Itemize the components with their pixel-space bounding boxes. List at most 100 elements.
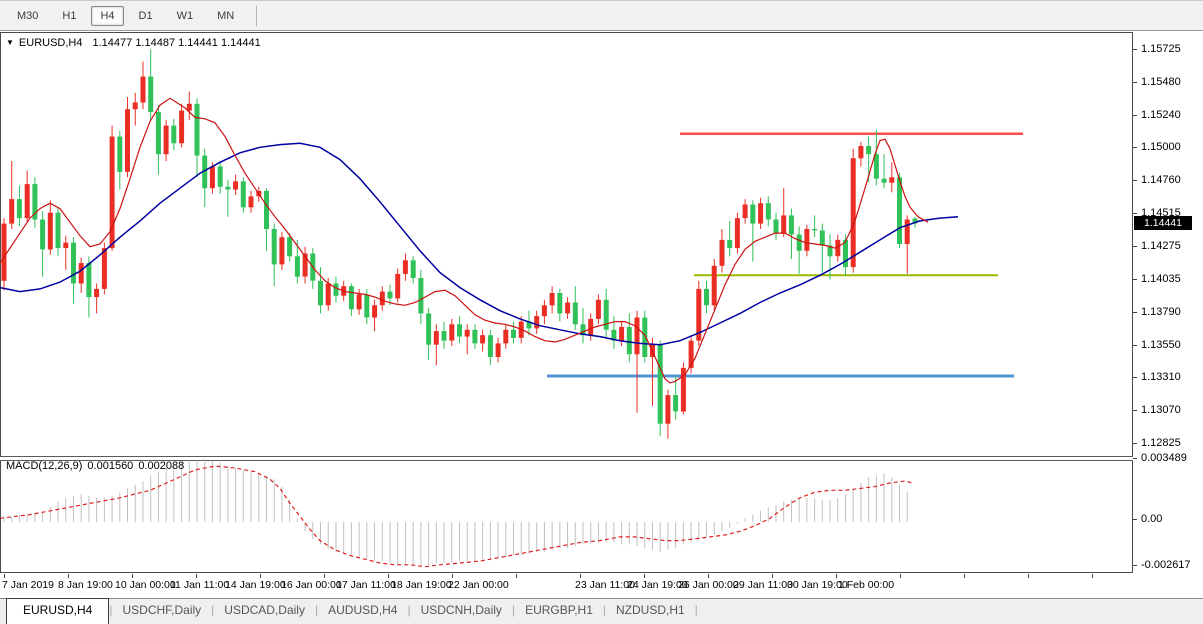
candle-body — [132, 102, 138, 110]
macd-signal-value: 0.002088 — [138, 460, 185, 472]
macd-indicator-canvas[interactable] — [0, 459, 1133, 573]
candle-body — [40, 219, 46, 250]
price-tick-label: 1.13070 — [1141, 404, 1181, 416]
candle-body — [688, 340, 694, 368]
candle-body — [1, 223, 7, 281]
macd-value: 0.001560 — [87, 460, 134, 472]
candle-body — [194, 103, 200, 156]
price-axis[interactable]: 1.15725 1.15480 1.15240 1.15000 1.14760 1.145… — [1133, 32, 1203, 574]
toolbar-separator — [256, 6, 258, 26]
candle-body — [819, 230, 825, 246]
candle-body — [71, 242, 76, 284]
candle-body — [657, 344, 663, 424]
candle-body — [32, 184, 38, 220]
candle-body — [240, 181, 246, 208]
candle-body — [264, 190, 269, 229]
timeframe-button-h4[interactable]: H4 — [91, 6, 124, 26]
candle-body — [225, 186, 231, 190]
price-tick-label: 1.15725 — [1141, 43, 1181, 55]
timeframe-button-w1[interactable]: W1 — [176, 10, 194, 22]
candle-body — [665, 395, 671, 424]
candle-body — [765, 203, 771, 220]
candle-body — [580, 324, 586, 336]
timeframe-button-mn[interactable]: MN — [217, 10, 235, 22]
price-tick-mark — [1133, 115, 1137, 116]
fast-ma-line[interactable] — [0, 97, 929, 384]
chart-tab-nzdusd[interactable]: NZDUSD,H1 — [616, 603, 685, 617]
time-axis-label: 7 Jan 2019 — [2, 579, 54, 591]
chart-tab-usdcad[interactable]: USDCAD,Daily — [224, 603, 305, 617]
candle-body — [333, 283, 339, 296]
chart-tab-audusd[interactable]: AUDUSD,H4 — [328, 603, 398, 617]
candle-body — [858, 146, 864, 159]
candle-body — [387, 291, 393, 299]
candle-body — [565, 302, 571, 314]
candle-body — [619, 327, 625, 341]
candle-body — [287, 237, 293, 257]
chart-tab-eurusd[interactable]: EURUSD,H4 — [6, 598, 110, 624]
macd-scale-label: 0.00 — [1141, 513, 1163, 525]
price-tick-mark — [1133, 82, 1137, 83]
candle-body — [356, 294, 362, 310]
time-axis-label: 24 Jan 19:00 — [627, 579, 688, 591]
candle-body — [511, 329, 516, 338]
candle-body — [24, 184, 30, 219]
candle-body — [348, 286, 354, 310]
horizontal-sr-lines — [547, 132, 1023, 378]
candle-body — [557, 293, 563, 314]
timeframe-button-m30[interactable]: M30 — [17, 10, 39, 22]
candle-body — [889, 177, 895, 183]
candle-body — [63, 242, 69, 248]
tab-separator: | — [602, 603, 606, 617]
time-tick-mark — [580, 574, 581, 578]
candle-body — [750, 204, 756, 224]
candle-body — [186, 103, 192, 111]
panel-splitter[interactable] — [0, 456, 1133, 461]
candle-body — [55, 212, 61, 249]
candle-body — [595, 299, 601, 319]
time-tick-mark — [644, 574, 645, 578]
price-tick-mark — [1133, 147, 1137, 148]
candle-body — [835, 239, 841, 257]
candle-body — [410, 260, 416, 278]
price-tick-mark — [1133, 410, 1137, 411]
candle-body — [866, 146, 872, 155]
candle-body — [781, 215, 787, 234]
candle-body — [140, 76, 146, 103]
price-tick-mark — [1133, 180, 1137, 181]
candle-body — [742, 204, 748, 219]
candle-body — [734, 218, 740, 248]
chart-tab-usdchf[interactable]: USDCHF,Daily — [122, 603, 202, 617]
symbol-dropdown-icon[interactable]: ▼ — [6, 38, 14, 47]
chart-tab-eurgbp[interactable]: EURGBP,H1 — [525, 603, 593, 617]
candle-body — [634, 317, 640, 355]
main-chart-canvas[interactable] — [0, 32, 1133, 456]
slow-ma-line[interactable] — [0, 142, 959, 346]
macd-indicator-label: MACD(12,26,9) 0.001560 0.002088 — [6, 460, 189, 472]
time-tick-mark — [388, 574, 389, 578]
candle-body — [395, 273, 401, 299]
timeframe-button-d1[interactable]: D1 — [138, 10, 153, 22]
price-tick-mark — [1133, 246, 1137, 247]
candle-body — [680, 367, 686, 412]
candle-body — [704, 288, 709, 306]
chart-tab-usdcnh[interactable]: USDCNH,Daily — [420, 603, 502, 617]
candle-body — [626, 327, 632, 355]
candle-body — [179, 110, 185, 144]
candle-body — [16, 199, 22, 219]
price-tick-label: 1.15480 — [1141, 76, 1181, 88]
candle-body — [86, 263, 92, 298]
price-tick-mark — [1133, 345, 1137, 346]
candle-body — [318, 280, 323, 306]
time-tick-mark — [1028, 574, 1029, 578]
macd-tick-mark — [1133, 458, 1137, 459]
timeframe-button-h1[interactable]: H1 — [62, 10, 77, 22]
candle-body — [788, 215, 794, 235]
time-tick-mark — [196, 574, 197, 578]
time-tick-mark — [324, 574, 325, 578]
time-axis-label: 1 Feb 00:00 — [838, 579, 895, 591]
time-axis[interactable]: 7 Jan 2019 8 Jan 19:00 10 Jan 00:00 11 Jan … — [0, 574, 1203, 597]
price-tick-mark — [1133, 443, 1137, 444]
candle-body — [271, 229, 277, 265]
time-tick-mark — [772, 574, 773, 578]
